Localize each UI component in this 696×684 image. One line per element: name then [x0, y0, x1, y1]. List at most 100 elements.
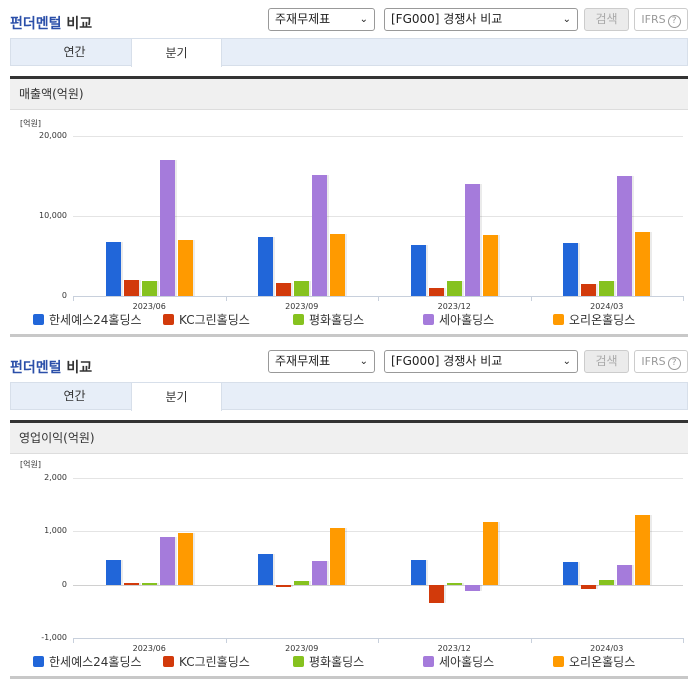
- bar-세아홀딩스-2023/12: [464, 184, 480, 296]
- bar-한세예스24홀딩스-2023/12: [410, 559, 426, 585]
- chart-legend: 한세예스24홀딩스 KC그린홀딩스 평화홀딩스 세아홀딩스 오리온홀딩스: [0, 312, 696, 328]
- fundamental-panel-revenue: 펀더멘털 비교 주재무제표 ⌄ [FG000] 경쟁사 비교 ⌄ 검색 IFRS? …: [0, 0, 696, 340]
- bar-KC그린홀딩스-2023/12: [428, 584, 444, 603]
- help-icon: ?: [667, 15, 681, 28]
- ifrs-help-button[interactable]: IFRS?: [634, 350, 688, 373]
- search-button[interactable]: 검색: [584, 8, 629, 31]
- title-accent: 펀더멘털: [10, 360, 62, 376]
- panel-title: 펀더멘털 비교: [10, 13, 92, 33]
- bar-세아홀딩스-2023/12: [464, 584, 480, 591]
- legend-item[interactable]: 한세예스24홀딩스: [33, 654, 142, 670]
- bar-한세예스24홀딩스-2023/09: [258, 553, 274, 585]
- legend-swatch-icon: [33, 314, 44, 325]
- y-tick-label: 0: [61, 579, 67, 589]
- panel-header: 펀더멘털 비교 주재무제표 ⌄ [FG000] 경쟁사 비교 ⌄ 검색 IFRS?: [0, 0, 696, 38]
- gridline: [73, 531, 683, 533]
- bar-세아홀딩스-2023/06: [159, 160, 175, 296]
- legend-swatch-icon: [293, 314, 304, 325]
- legend-item[interactable]: KC그린홀딩스: [163, 654, 250, 670]
- bar-평화홀딩스-2023/09: [294, 581, 310, 585]
- ifrs-help-button[interactable]: IFRS?: [634, 8, 688, 31]
- ifrs-label: IFRS: [641, 355, 666, 368]
- bar-평화홀딩스-2024/03: [599, 580, 615, 585]
- x-tick-label: 2023/09: [285, 302, 319, 311]
- tab-quarterly[interactable]: 분기: [131, 38, 222, 67]
- y-tick-label: 10,000: [39, 211, 67, 220]
- legend-item[interactable]: 평화홀딩스: [293, 654, 364, 670]
- section-title: 매출액(억원): [10, 79, 688, 110]
- statement-type-select[interactable]: 주재무제표 ⌄: [268, 8, 375, 31]
- legend-swatch-icon: [33, 656, 44, 667]
- x-tick-label: 2023/12: [437, 644, 471, 653]
- title-plain: 비교: [61, 360, 93, 376]
- legend-item[interactable]: 세아홀딩스: [423, 312, 494, 328]
- x-tick-mark: [73, 296, 74, 301]
- statement-type-select[interactable]: 주재무제표 ⌄: [268, 350, 375, 373]
- panel-title: 펀더멘털 비교: [10, 357, 92, 377]
- bar-세아홀딩스-2024/03: [617, 565, 633, 585]
- legend-label: KC그린홀딩스: [179, 313, 250, 327]
- x-tick-mark: [225, 638, 227, 643]
- legend-item[interactable]: 한세예스24홀딩스: [33, 312, 142, 328]
- x-tick-mark: [378, 296, 379, 301]
- legend-item[interactable]: 평화홀딩스: [293, 312, 364, 328]
- legend-swatch-icon: [553, 656, 564, 667]
- bar-평화홀딩스-2023/06: [141, 582, 157, 585]
- x-tick-label: 2023/12: [437, 302, 471, 311]
- title-plain: 비교: [61, 16, 93, 32]
- bar-오리온홀딩스-2023/09: [330, 527, 346, 585]
- bar-오리온홀딩스-2023/06: [177, 240, 193, 296]
- legend-item[interactable]: 오리온홀딩스: [553, 654, 635, 670]
- period-tabs: 연간 분기: [10, 382, 688, 411]
- legend-label: 한세예스24홀딩스: [49, 655, 142, 669]
- tab-annual[interactable]: 연간: [63, 45, 86, 59]
- legend-swatch-icon: [423, 314, 434, 325]
- legend-label: 세아홀딩스: [439, 313, 495, 327]
- x-tick-label: 2023/09: [285, 644, 319, 653]
- legend-swatch-icon: [163, 314, 174, 325]
- x-tick-label: 2023/06: [132, 644, 166, 653]
- legend-swatch-icon: [423, 656, 434, 667]
- tab-quarterly[interactable]: 분기: [131, 382, 222, 411]
- chevron-down-icon: ⌄: [562, 356, 571, 367]
- legend-label: 오리온홀딩스: [569, 313, 636, 327]
- gridline: [73, 216, 683, 217]
- comparison-select[interactable]: [FG000] 경쟁사 비교 ⌄: [384, 8, 578, 31]
- legend-swatch-icon: [163, 656, 174, 667]
- select-value: 주재무제표: [275, 354, 331, 368]
- divider: [10, 676, 688, 679]
- legend-item[interactable]: 오리온홀딩스: [553, 312, 635, 328]
- bar-한세예스24홀딩스-2024/03: [563, 243, 579, 296]
- section-title: 영업이익(억원): [10, 423, 688, 454]
- y-tick-label: 0: [61, 291, 67, 300]
- x-tick-mark: [73, 638, 74, 643]
- bar-평화홀딩스-2024/03: [599, 280, 615, 296]
- select-value: 주재무제표: [275, 12, 331, 26]
- legend-item[interactable]: 세아홀딩스: [423, 654, 494, 670]
- bar-평화홀딩스-2023/12: [446, 582, 462, 585]
- comparison-select[interactable]: [FG000] 경쟁사 비교 ⌄: [384, 350, 578, 373]
- title-accent: 펀더멘털: [10, 16, 62, 32]
- help-icon: ?: [667, 357, 681, 370]
- unit-label: [억원]: [20, 119, 41, 128]
- bar-한세예스24홀딩스-2023/06: [105, 559, 121, 585]
- y-tick-label: -1,000: [41, 633, 67, 642]
- divider: [10, 76, 688, 79]
- bar-KC그린홀딩스-2024/03: [581, 584, 597, 590]
- y-tick-label: 20,000: [39, 131, 67, 140]
- x-tick-mark: [530, 296, 532, 301]
- bar-KC그린홀딩스-2023/09: [276, 584, 292, 587]
- chevron-down-icon: ⌄: [359, 14, 368, 25]
- tab-annual[interactable]: 연간: [63, 389, 86, 403]
- bar-KC그린홀딩스-2023/06: [123, 280, 139, 296]
- legend-label: 세아홀딩스: [439, 655, 495, 669]
- bar-세아홀딩스-2023/09: [312, 560, 328, 585]
- bar-한세예스24홀딩스-2023/06: [105, 242, 121, 296]
- legend-item[interactable]: KC그린홀딩스: [163, 312, 250, 328]
- gridline: [73, 478, 683, 479]
- search-button[interactable]: 검색: [584, 350, 629, 373]
- legend-label: 평화홀딩스: [309, 313, 365, 327]
- bar-평화홀딩스-2023/09: [294, 280, 310, 296]
- x-tick-mark: [683, 296, 684, 301]
- bar-KC그린홀딩스-2023/12: [428, 288, 444, 296]
